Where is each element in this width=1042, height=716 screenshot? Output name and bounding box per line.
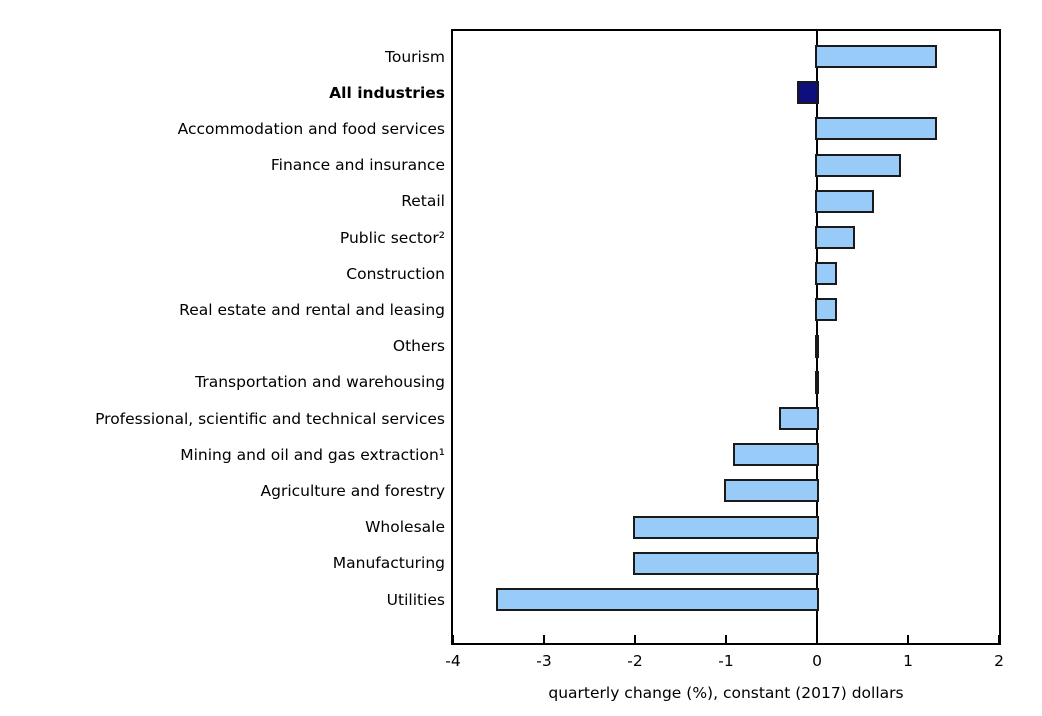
bar [496,588,819,611]
bar [733,443,819,466]
x-tick-label: 2 [994,652,1004,670]
category-label: Transportation and warehousing [195,373,445,392]
x-tick-mark [816,635,818,643]
category-label: Finance and insurance [270,156,445,175]
category-axis: Tourism All industries Accommodation and f… [0,31,445,643]
x-axis-title: quarterly change (%), constant (2017) do… [548,684,904,702]
category-label: Mining and oil and gas extraction¹ [180,445,445,464]
bar [815,45,937,68]
x-tick-label: -3 [536,652,552,670]
category-label: Real estate and rental and leasing [179,300,445,319]
x-tick-mark [998,635,1000,643]
category-label: Professional, scientific and technical s… [95,409,445,428]
bar [724,479,819,502]
plot-area [451,29,1001,645]
x-tick-mark [725,635,727,643]
x-tick-label: -1 [718,652,734,670]
bar [815,154,901,177]
category-label: Others [392,337,445,356]
x-tick-label: 1 [903,652,913,670]
x-tick-label: 0 [812,652,822,670]
bar [815,117,937,140]
x-tick-mark [907,635,909,643]
bar [815,190,874,213]
bar-highlight [797,81,819,104]
x-tick-label: -2 [627,652,643,670]
bar [815,335,819,358]
category-label: Public sector² [339,228,445,247]
x-tick-label: -4 [445,652,461,670]
bar [815,371,819,394]
bar [779,407,819,430]
category-label: Utilities [386,590,445,609]
category-label: All industries [329,83,445,102]
category-label: Retail [401,192,445,211]
bar [633,552,819,575]
category-label: Manufacturing [332,554,445,573]
x-axis-tick-labels: -4 -3 -2 -1 0 1 2 [445,652,1004,674]
category-label: Wholesale [365,518,445,537]
category-label: Construction [346,264,445,283]
bar [815,226,855,249]
category-label: Accommodation and food services [177,119,445,138]
bar [815,262,837,285]
category-label: Agriculture and forestry [260,481,445,500]
x-tick-mark [543,635,545,643]
category-label: Tourism [385,47,445,66]
bar [815,298,837,321]
bar [633,516,819,539]
x-tick-mark [634,635,636,643]
x-tick-mark [452,635,454,643]
